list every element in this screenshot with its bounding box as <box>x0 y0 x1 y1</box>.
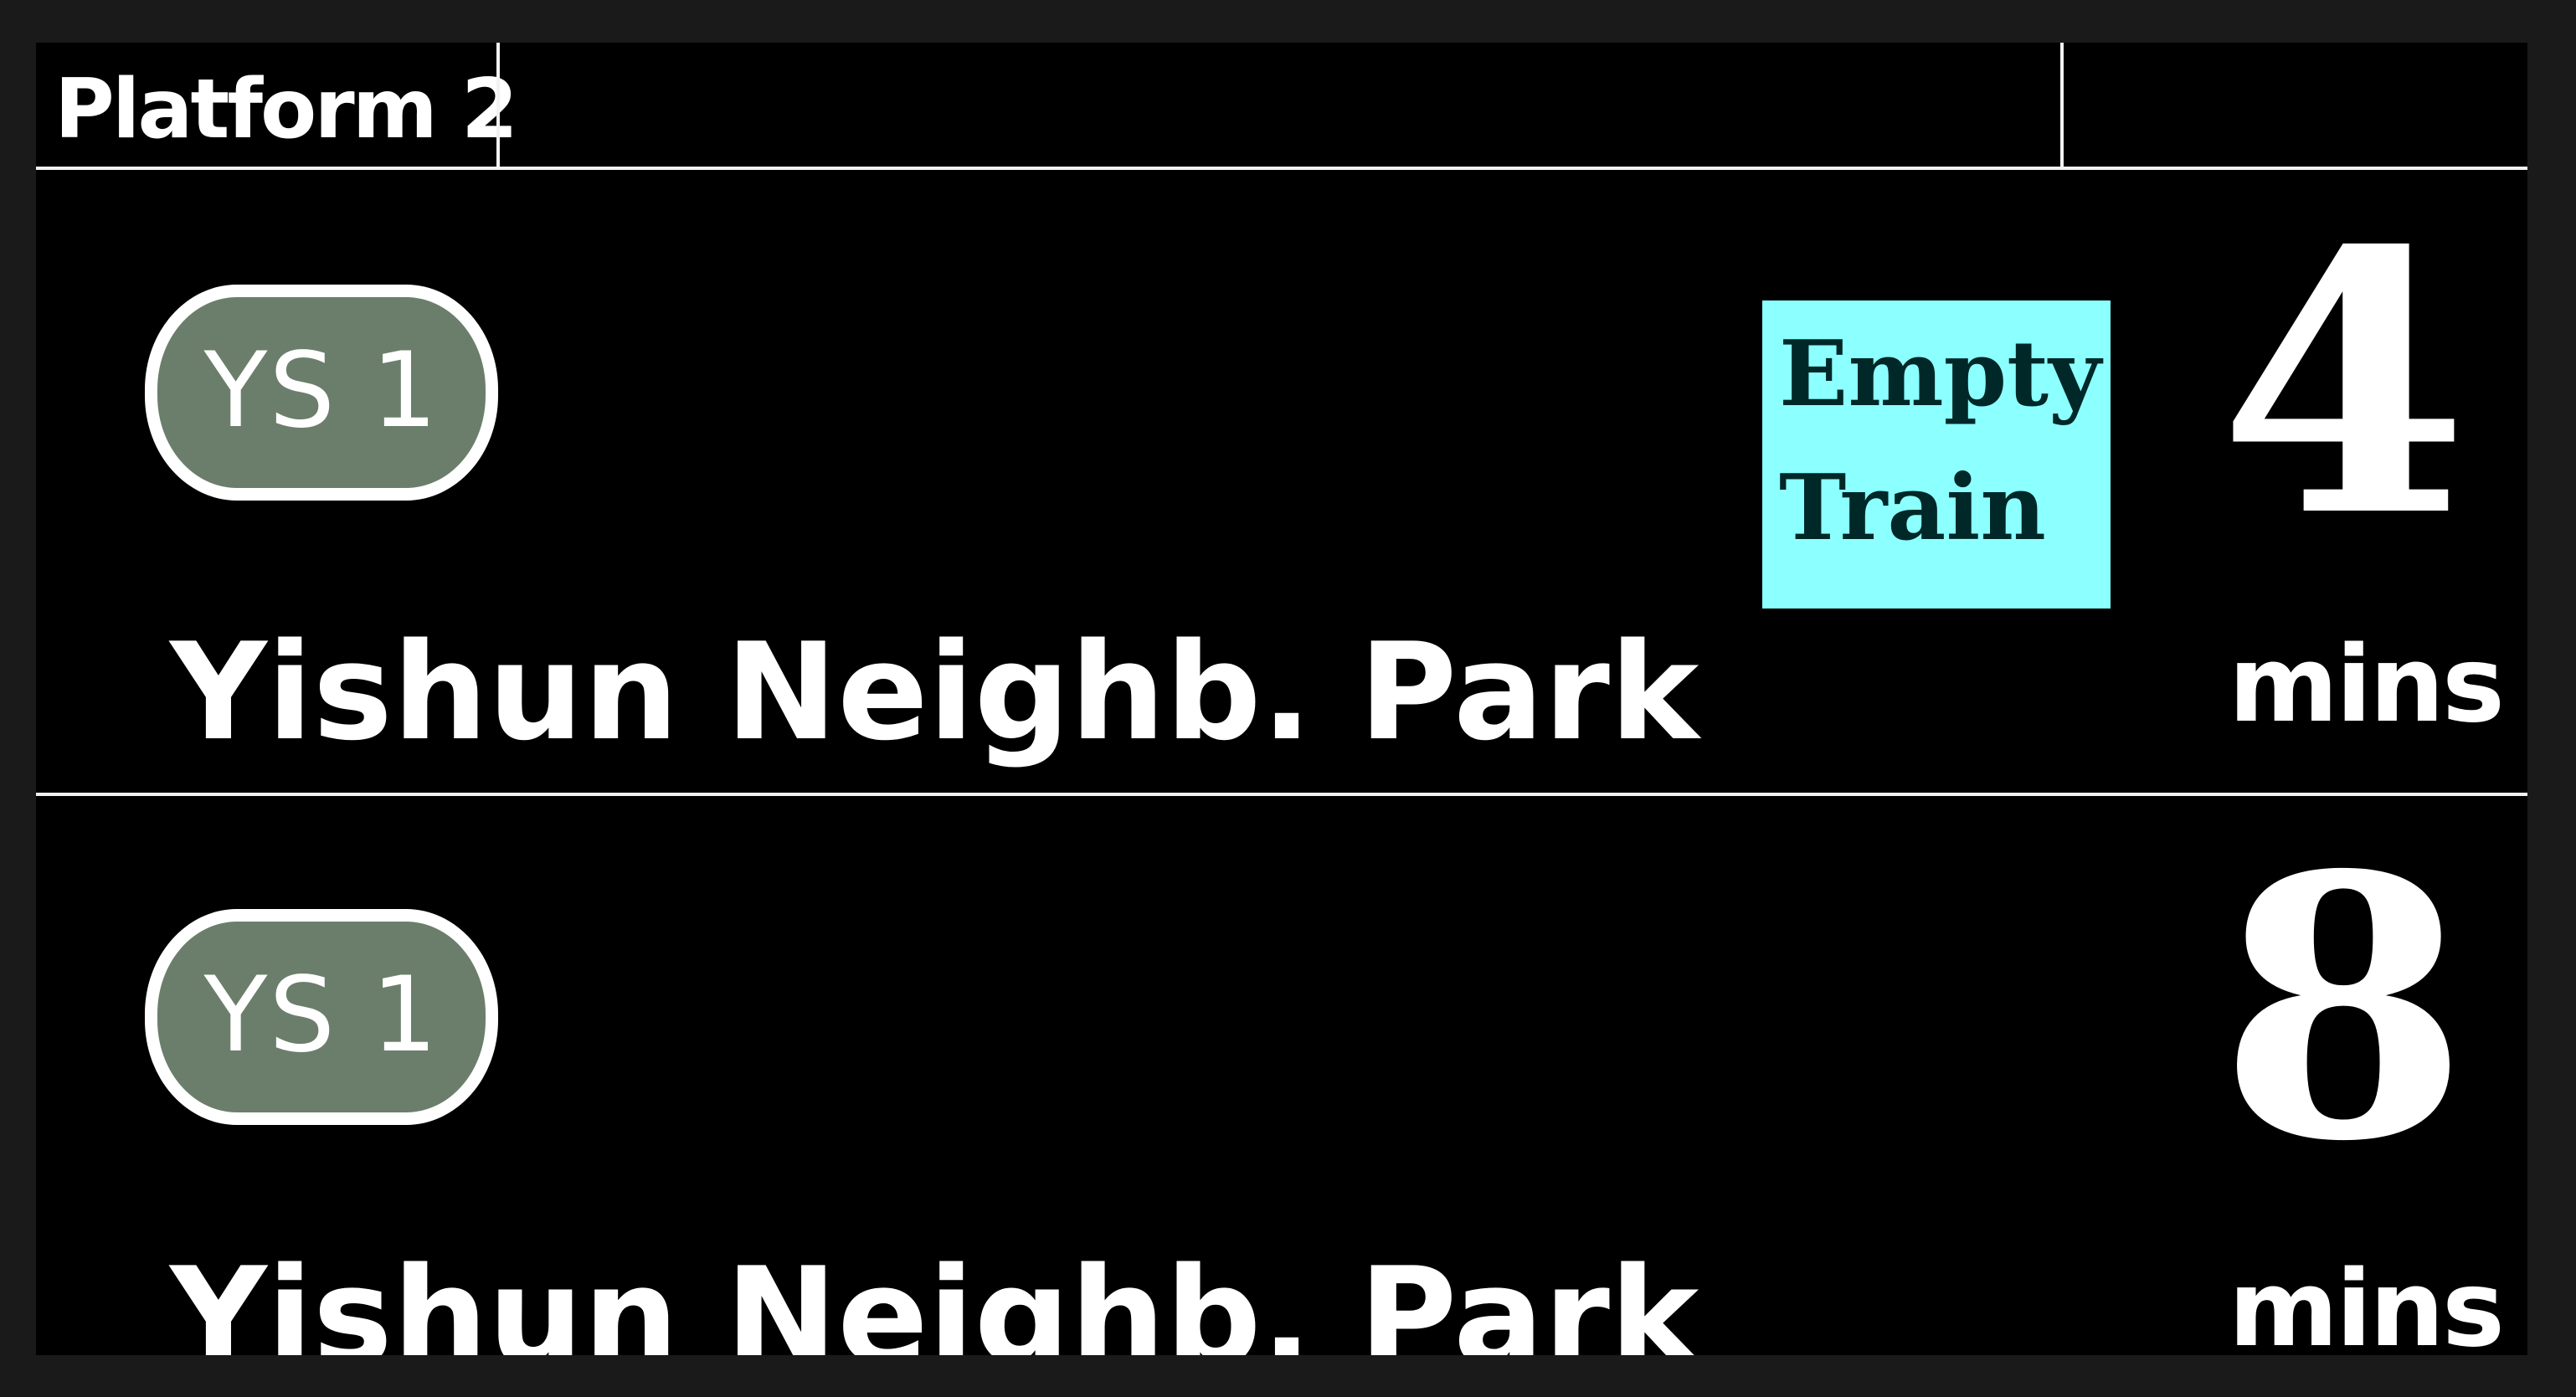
destination-name: Yishun Neighb. Park <box>170 1238 1699 1356</box>
station-code-badge: YS 1 <box>145 285 498 501</box>
eta-minutes: 4 <box>2218 173 2469 596</box>
arrival-row-2: YS 1 Yishun Neighb. Park 8 mins <box>36 798 2527 1355</box>
eta-unit: mins <box>2228 623 2505 746</box>
arrival-row-1: YS 1 Yishun Neighb. Park Empty Train 4 m… <box>36 173 2527 793</box>
header-divider <box>2060 43 2064 170</box>
station-code: YS 1 <box>203 331 440 451</box>
station-code-badge: YS 1 <box>145 909 498 1125</box>
eta-unit: mins <box>2228 1247 2505 1356</box>
status-line-2: Train <box>1779 455 2046 561</box>
destination-name: Yishun Neighb. Park <box>170 614 1699 770</box>
row-divider <box>36 793 2527 796</box>
arrival-display-board: Platform 2 YS 1 Yishun Neighb. Park Empt… <box>36 43 2527 1355</box>
status-line-1: Empty <box>1779 321 2101 427</box>
station-code: YS 1 <box>203 955 440 1076</box>
eta-minutes: 8 <box>2218 798 2469 1220</box>
platform-label: Platform 2 <box>54 62 518 157</box>
header-divider <box>496 43 500 170</box>
empty-train-tag: Empty Train <box>1762 300 2111 609</box>
board-header: Platform 2 <box>36 43 2527 170</box>
